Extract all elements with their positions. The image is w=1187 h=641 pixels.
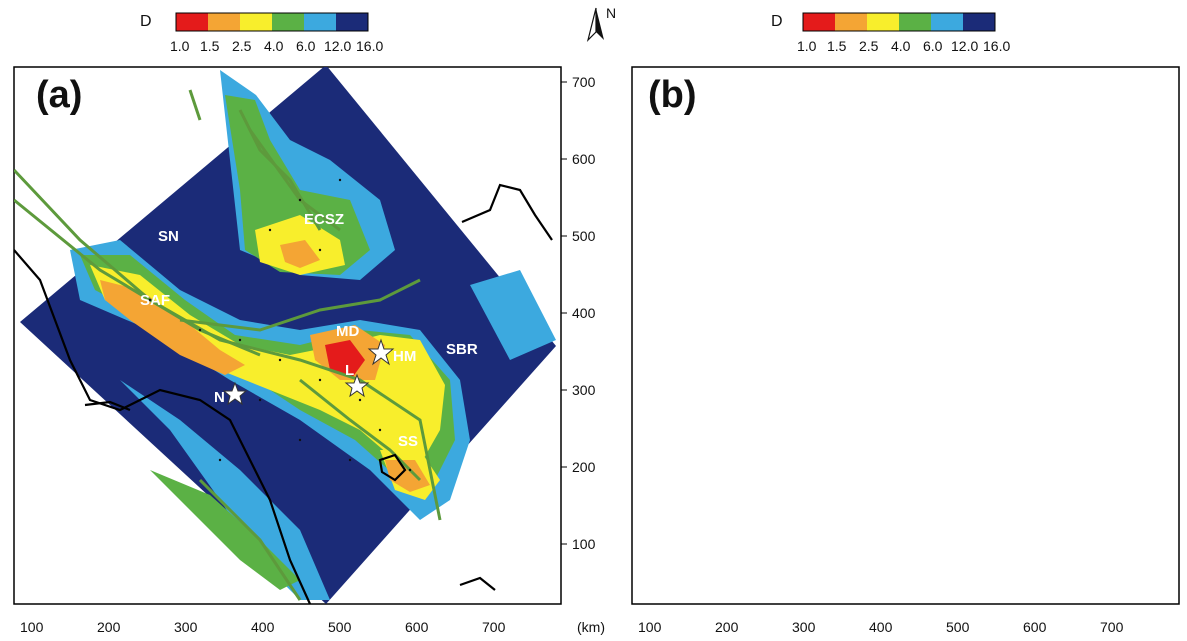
- label-hm: HM: [393, 348, 416, 365]
- colorbar-b-tick-2: 2.5: [859, 38, 879, 54]
- colorbar-b-tick-4: 6.0: [923, 38, 943, 54]
- xb-tick-600: 600: [1023, 619, 1047, 635]
- xa-tick-100: 100: [20, 619, 44, 635]
- colorbar-b-tick-1: 1.5: [827, 38, 847, 54]
- panel-b-letter: (b): [648, 74, 697, 116]
- y-tick-600: 600: [572, 151, 596, 167]
- label-ss: SS: [398, 433, 418, 450]
- y-tick-500: 500: [572, 228, 596, 244]
- panel-b: (b): [631, 66, 1180, 605]
- y-axis: 700 600 500 400 300 200 100: [561, 74, 596, 552]
- xb-tick-100: 100: [638, 619, 662, 635]
- colorbar-a-tick-4: 6.0: [296, 38, 316, 54]
- fault-lines: [14, 89, 442, 601]
- label-sbr: SBR: [446, 341, 478, 358]
- y-tick-200: 200: [572, 459, 596, 475]
- colorbar-b: D 1.0 1.5 2.5 4.0 6.0 12.0 16.0: [771, 12, 1010, 54]
- y-tick-700: 700: [572, 74, 596, 90]
- colorbar-a-tick-3: 4.0: [264, 38, 284, 54]
- xa-tick-400: 400: [251, 619, 275, 635]
- label-ecsz: ECSZ: [304, 211, 344, 228]
- xb-tick-300: 300: [792, 619, 816, 635]
- region-labels: SN ECSZ SAF MD SBR HM L N SS: [140, 211, 478, 450]
- colorbar-b-tick-6: 16.0: [983, 38, 1010, 54]
- panel-a-map: SN ECSZ SAF MD SBR HM L N SS: [14, 67, 556, 604]
- label-l: L: [345, 362, 354, 379]
- label-sn: SN: [158, 228, 179, 245]
- north-arrow-icon: N: [586, 5, 616, 42]
- colorbar-b-title: D: [771, 13, 783, 30]
- colorbar-a-tick-0: 1.0: [170, 38, 190, 54]
- x-axis-b: 100 200 300 400 500 600 700: [638, 619, 1124, 635]
- panel-b-frame: [631, 66, 1180, 605]
- xa-tick-300: 300: [174, 619, 198, 635]
- y-tick-100: 100: [572, 536, 596, 552]
- label-n: N: [214, 389, 225, 406]
- label-saf: SAF: [140, 292, 170, 309]
- y-tick-300: 300: [572, 382, 596, 398]
- label-md: MD: [336, 323, 359, 340]
- xa-tick-200: 200: [97, 619, 121, 635]
- star-hm-icon: [367, 338, 395, 366]
- star-n-icon: [222, 381, 248, 406]
- panel-a: SN ECSZ SAF MD SBR HM L N SS (a): [13, 66, 562, 605]
- xa-tick-700: 700: [482, 619, 506, 635]
- colorbar-a-tick-1: 1.5: [200, 38, 220, 54]
- colorbar-a-tick-6: 16.0: [356, 38, 383, 54]
- colorbar-a: D 1.0 1.5 2.5 4.0 6.0 12.0 16.0: [140, 12, 383, 54]
- xb-tick-500: 500: [946, 619, 970, 635]
- station-dots: [148, 178, 412, 472]
- colorbar-b-tick-3: 4.0: [891, 38, 911, 54]
- xb-tick-400: 400: [869, 619, 893, 635]
- panel-a-letter: (a): [36, 74, 82, 116]
- xb-tick-700: 700: [1100, 619, 1124, 635]
- x-axis-a: 100 200 300 400 500 600 700: [20, 619, 506, 635]
- unit-label: (km): [577, 619, 605, 635]
- colorbar-b-tick-5: 12.0: [951, 38, 978, 54]
- xb-tick-200: 200: [715, 619, 739, 635]
- colorbar-b-tick-0: 1.0: [797, 38, 817, 54]
- colorbar-a-tick-2: 2.5: [232, 38, 252, 54]
- colorbar-a-tick-5: 12.0: [324, 38, 351, 54]
- colorbar-a-title: D: [140, 13, 152, 30]
- xa-tick-600: 600: [405, 619, 429, 635]
- star-l-icon: [344, 373, 370, 398]
- xa-tick-500: 500: [328, 619, 352, 635]
- north-label: N: [606, 5, 616, 21]
- coastline: [14, 183, 553, 604]
- y-tick-400: 400: [572, 305, 596, 321]
- epicenter-stars: [222, 338, 395, 406]
